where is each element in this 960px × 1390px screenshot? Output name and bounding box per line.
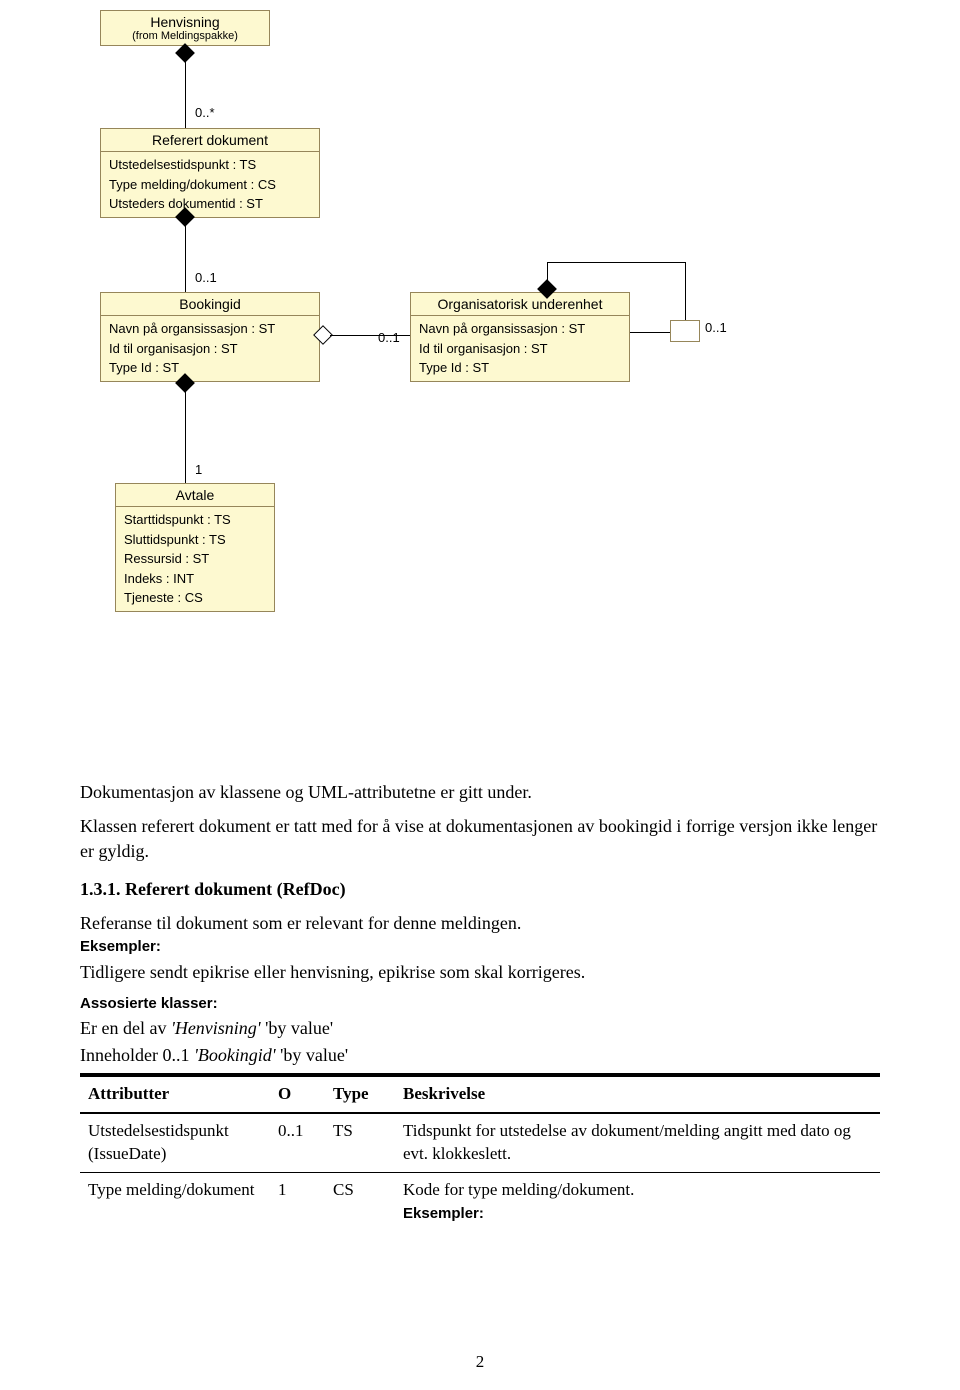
bookingid-attr-0: Navn på organsissasjon : ST	[109, 319, 311, 339]
edge-self-1	[547, 262, 548, 284]
paragraph-3: Referanse til dokument som er relevant f…	[80, 911, 880, 935]
avtale-attr-3: Indeks : INT	[124, 569, 266, 589]
cell-o-1: 1	[270, 1172, 325, 1230]
th-desc: Beskrivelse	[395, 1075, 880, 1113]
page: Henvisning (from Meldingspakke) 0..* Ref…	[0, 0, 960, 1390]
avtale-attr-0: Starttidspunkt : TS	[124, 510, 266, 530]
organisatorisk-attr-0: Navn på organsissasjon : ST	[419, 319, 621, 339]
document-body: Dokumentasjon av klassene og UML-attribu…	[80, 770, 880, 1231]
qualifier-box	[670, 320, 700, 342]
cell-o-0: 0..1	[270, 1113, 325, 1172]
uml-class-bookingid: Bookingid Navn på organsissasjon : ST Id…	[100, 292, 320, 382]
edge-bookingid-avtale	[185, 388, 186, 483]
paragraph-4: Tidligere sendt epikrise eller henvisnin…	[80, 960, 880, 984]
bookingid-title: Bookingid	[179, 296, 241, 312]
th-attr: Attributter	[80, 1075, 270, 1113]
cell-desc-0: Tidspunkt for utstedelse av dokument/mel…	[395, 1113, 880, 1172]
bookingid-attr-1: Id til organisasjon : ST	[109, 339, 311, 359]
referert-attr-0: Utstedelsestidspunkt : TS	[109, 155, 311, 175]
assoc-1c: 'by value'	[261, 1018, 333, 1038]
section-heading: 1.3.1. Referert dokument (RefDoc)	[80, 877, 880, 901]
attributes-table: Attributter O Type Beskrivelse Utstedels…	[80, 1073, 880, 1231]
referert-attr-1: Type melding/dokument : CS	[109, 175, 311, 195]
avtale-attr-2: Ressursid : ST	[124, 549, 266, 569]
table-header-row: Attributter O Type Beskrivelse	[80, 1075, 880, 1113]
cell-type-0: TS	[325, 1113, 395, 1172]
bookingid-attr-2: Type Id : ST	[109, 358, 311, 378]
organisatorisk-attr-1: Id til organisasjon : ST	[419, 339, 621, 359]
cell-desc-1-label: Eksempler:	[403, 1205, 484, 1222]
cell-attr-1: Type melding/dokument	[80, 1172, 270, 1230]
cell-attr-0: Utstedelsestidspunkt (IssueDate)	[80, 1113, 270, 1172]
assoc-1a: Er en del av	[80, 1018, 171, 1038]
henvisning-title: Henvisning	[150, 14, 219, 30]
cell-desc-1-line1: Kode for type melding/dokument.	[403, 1180, 634, 1199]
edge-referert-bookingid	[185, 222, 186, 292]
avtale-attr-1: Sluttidspunkt : TS	[124, 530, 266, 550]
referert-attr-2: Utsteders dokumentid : ST	[109, 194, 311, 214]
mult-referert: 0..*	[195, 105, 215, 120]
mult-bookingid: 0..1	[195, 270, 217, 285]
cell-desc-1: Kode for type melding/dokument. Eksemple…	[395, 1172, 880, 1230]
henvisning-subtitle: (from Meldingspakke)	[109, 30, 261, 42]
edge-self-2	[547, 262, 685, 263]
page-number: 2	[0, 1352, 960, 1372]
th-type: Type	[325, 1075, 395, 1113]
avtale-title: Avtale	[176, 487, 215, 503]
cell-type-1: CS	[325, 1172, 395, 1230]
edge-henvisning-referert	[185, 58, 186, 128]
assoc-2b: 'Bookingid'	[194, 1045, 276, 1065]
uml-class-henvisning: Henvisning (from Meldingspakke)	[100, 10, 270, 46]
paragraph-1: Dokumentasjon av klassene og UML-attribu…	[80, 780, 880, 804]
mult-org-right: 0..1	[705, 320, 727, 335]
uml-class-organisatorisk: Organisatorisk underenhet Navn på organs…	[410, 292, 630, 382]
table-row: Utstedelsestidspunkt (IssueDate) 0..1 TS…	[80, 1113, 880, 1172]
mult-avtale: 1	[195, 462, 202, 477]
paragraph-2: Klassen referert dokument er tatt med fo…	[80, 814, 880, 863]
assoc-1b: 'Henvisning'	[171, 1018, 261, 1038]
assoc-2c: 'by value'	[276, 1045, 348, 1065]
uml-class-avtale: Avtale Starttidspunkt : TS Sluttidspunkt…	[115, 483, 275, 612]
th-o: O	[270, 1075, 325, 1113]
uml-class-referert: Referert dokument Utstedelsestidspunkt :…	[100, 128, 320, 218]
avtale-attr-4: Tjeneste : CS	[124, 588, 266, 608]
examples-label: Eksempler:	[80, 937, 880, 957]
referert-title: Referert dokument	[152, 132, 268, 148]
assoc-2a: Inneholder 0..1	[80, 1045, 194, 1065]
mult-org-left: 0..1	[378, 330, 400, 345]
organisatorisk-attr-2: Type Id : ST	[419, 358, 621, 378]
organisatorisk-title: Organisatorisk underenhet	[438, 296, 603, 312]
associated-label: Assosierte klasser:	[80, 994, 880, 1014]
table-row: Type melding/dokument 1 CS Kode for type…	[80, 1172, 880, 1230]
